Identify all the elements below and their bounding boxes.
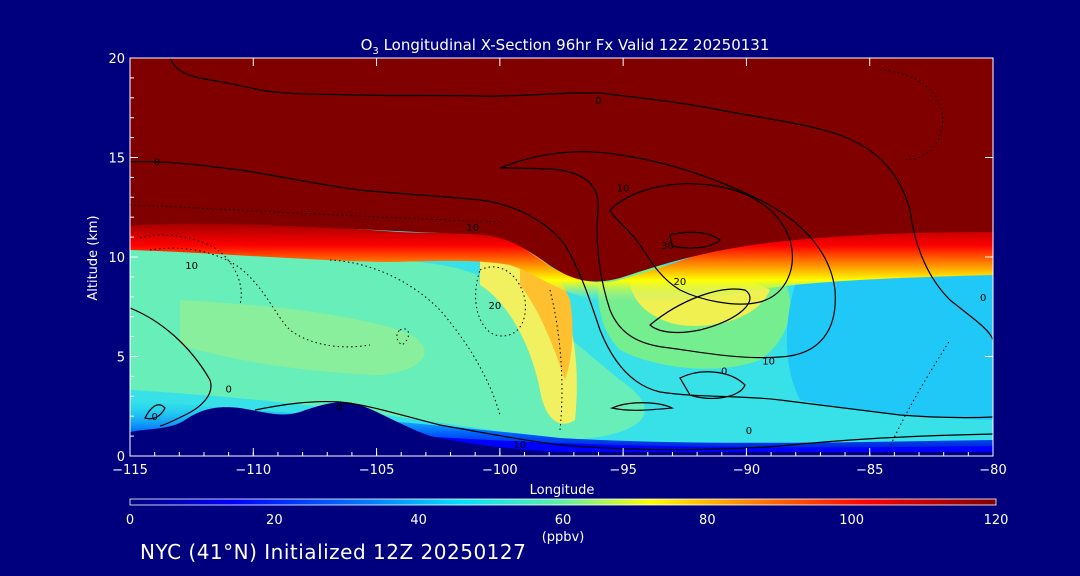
contour-label: 20 bbox=[489, 301, 502, 312]
x-tick-label: −90 bbox=[733, 463, 760, 478]
colorbar-tick-label: 20 bbox=[266, 513, 283, 528]
x-tick-label: −85 bbox=[856, 463, 883, 478]
contour-lines bbox=[130, 58, 993, 451]
colorbar-units: (ppbv) bbox=[542, 530, 585, 545]
y-tick-label: 20 bbox=[108, 52, 125, 67]
contour-label: 0 bbox=[336, 402, 342, 413]
contour-closed-low bbox=[679, 371, 746, 400]
contour-label: 20 bbox=[673, 277, 686, 288]
contour-label: 0 bbox=[721, 366, 727, 377]
x-tick-label: −110 bbox=[235, 463, 271, 478]
contour-10-east bbox=[499, 151, 836, 359]
terrain-mask bbox=[130, 402, 993, 456]
contour-label: 30 bbox=[661, 241, 674, 252]
x-tick-label: −95 bbox=[609, 463, 636, 478]
contour-label: 0 bbox=[151, 412, 157, 423]
y-axis-label: Altitude (km) bbox=[86, 215, 101, 300]
contour-0-west bbox=[130, 307, 212, 427]
y-tick-label: 5 bbox=[117, 351, 125, 366]
x-tick-label: −80 bbox=[979, 463, 1006, 478]
x-tick-label: −115 bbox=[112, 463, 148, 478]
contour-0-small-west bbox=[144, 404, 166, 420]
dashed-contour-se bbox=[885, 339, 951, 456]
colorbar-tick-label: 80 bbox=[699, 513, 716, 528]
colorbar-tick-label: 40 bbox=[410, 513, 427, 528]
colorbar-tick-label: 120 bbox=[984, 513, 1009, 528]
dashed-contour-w1 bbox=[139, 234, 242, 306]
eastern-troposphere bbox=[786, 255, 993, 420]
dashed-contour-20 bbox=[475, 266, 526, 337]
surface-low-ozone bbox=[420, 436, 993, 456]
tropopause-gradient bbox=[130, 215, 993, 302]
contour-20-inner bbox=[649, 288, 751, 334]
x-tick-label: −100 bbox=[482, 463, 518, 478]
y-tick-label: 0 bbox=[117, 450, 125, 465]
colorbar-tick-label: 0 bbox=[126, 513, 134, 528]
colorbar-tick-label: 100 bbox=[839, 513, 864, 528]
forecast-caption: NYC (41°N) Initialized 12Z 20250127 bbox=[140, 540, 527, 564]
contour-label: 0 bbox=[154, 157, 160, 168]
contour-0-low bbox=[254, 400, 993, 451]
contour-label: 10 bbox=[466, 223, 479, 234]
colorbar bbox=[129, 498, 997, 506]
contour-label: 0 bbox=[595, 96, 601, 107]
colorbar-ticks: 0 20 40 60 80 100 120 bbox=[126, 513, 1009, 528]
contour-closed-small bbox=[610, 402, 675, 411]
contour-label: 10 bbox=[617, 183, 630, 194]
y-tick-label: 15 bbox=[108, 152, 125, 167]
mid-level-ozone-patch bbox=[180, 300, 425, 375]
colorbar-tick-label: 60 bbox=[555, 513, 572, 528]
contour-labels: 0 0 10 10 30 20 10 20 10 0 0 0 0 10 0 0 bbox=[151, 96, 986, 451]
contour-label: 10 bbox=[185, 261, 198, 272]
x-tick-label: −105 bbox=[359, 463, 395, 478]
contour-label: 10 bbox=[513, 440, 526, 451]
contour-0-mid bbox=[130, 160, 993, 419]
dashed-contour-e bbox=[549, 289, 563, 431]
contour-0-upper bbox=[169, 58, 993, 341]
y-tick-label: 10 bbox=[108, 251, 125, 266]
contour-label: 0 bbox=[746, 426, 752, 437]
contour-30-east bbox=[669, 231, 721, 249]
dashed-contour-upper bbox=[130, 204, 501, 223]
chart-title: O3 Longitudinal X-Section 96hr Fx Valid … bbox=[361, 36, 770, 57]
dashed-contour-mid bbox=[329, 259, 501, 416]
contour-20-east bbox=[609, 183, 793, 305]
dashed-contours bbox=[130, 69, 951, 456]
contour-label: 10 bbox=[762, 356, 775, 367]
contour-label: 0 bbox=[225, 384, 231, 395]
contour-label: 0 bbox=[980, 293, 986, 304]
x-axis-label: Longitude bbox=[530, 483, 595, 498]
heatmap-field bbox=[130, 58, 993, 456]
axis-ticks: −115 −110 −105 −100 −95 −90 −85 −80 0 5 10 15 20 bbox=[108, 52, 1006, 478]
